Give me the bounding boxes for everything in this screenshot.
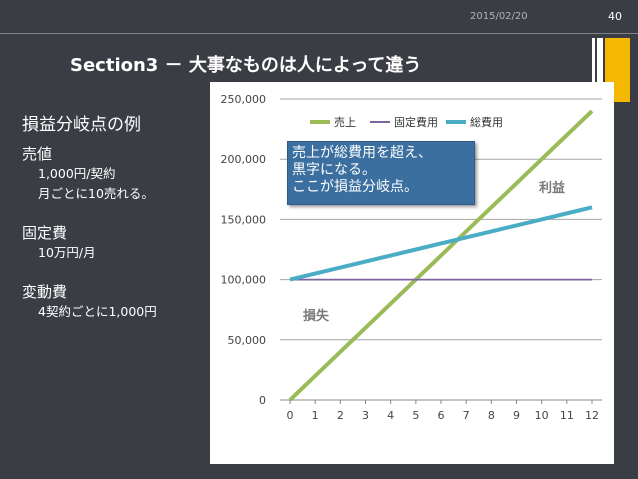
- x-tick-label: 7: [463, 409, 470, 422]
- x-tick-label: 11: [560, 409, 574, 422]
- detail-fixed-cost: 10万円/月: [38, 245, 96, 260]
- detail-variable-cost: 4契約ごとに1,000円: [38, 304, 157, 319]
- section-label-variable: 変動費: [22, 283, 68, 301]
- x-tick-label: 9: [513, 409, 520, 422]
- section-label-fixed: 固定費: [22, 224, 68, 242]
- detail-price-unit: 1,000円/契約: [38, 166, 116, 181]
- slide-title: Section3 － 大事なものは人によって違う: [70, 55, 422, 76]
- callout-line-2: 黒字になる。: [292, 162, 376, 178]
- loss-label: 損失: [303, 309, 330, 324]
- decor-bar-1: [592, 38, 595, 102]
- chart-panel: 0 50,000 100,000 150,000 200,000 250,000 0 1 2 3 4…: [210, 82, 614, 464]
- y-tick-label: 200,000: [221, 153, 267, 166]
- x-tick-label: 4: [387, 409, 394, 422]
- x-tick-label: 6: [438, 409, 445, 422]
- y-tick-label: 50,000: [228, 334, 267, 347]
- profit-label: 利益: [539, 181, 566, 196]
- slide-page-number: 40: [608, 10, 622, 23]
- x-tick-label: 12: [585, 409, 599, 422]
- series-line: [289, 205, 593, 282]
- break-even-callout: 売上が総費用を超え、 黒字になる。 ここが損益分岐点。: [287, 141, 475, 205]
- legend-label: 総費用: [470, 115, 503, 129]
- y-tick-label: 250,000: [221, 93, 267, 106]
- callout-line-1: 売上が総費用を超え、: [292, 145, 432, 161]
- x-tick-label: 1: [312, 409, 319, 422]
- y-tick-label: 100,000: [221, 274, 267, 287]
- decor-bar-2: [597, 38, 603, 102]
- x-tick-label: 2: [337, 409, 344, 422]
- x-tick-label: 10: [535, 409, 549, 422]
- callout-line-3: ここが損益分岐点。: [292, 179, 418, 195]
- x-tick-label: 8: [488, 409, 495, 422]
- x-tick-label: 0: [287, 409, 294, 422]
- x-tick-label: 3: [362, 409, 369, 422]
- series-line: [288, 109, 594, 402]
- legend-label: 売上: [334, 116, 356, 129]
- sidebar-heading: 損益分岐点の例: [22, 115, 141, 135]
- legend-label: 固定費用: [394, 115, 438, 129]
- y-tick-label: 150,000: [221, 213, 267, 226]
- section-label-price: 売値: [22, 145, 53, 163]
- x-tick-label: 5: [412, 409, 419, 422]
- sidebar-text: 損益分岐点の例 売値 1,000円/契約 月ごとに10売れる。 固定費 10万円…: [22, 110, 212, 322]
- header-divider: [0, 33, 638, 34]
- detail-price-volume: 月ごとに10売れる。: [38, 186, 154, 201]
- slide-date: 2015/02/20: [470, 11, 528, 22]
- y-tick-label: 0: [259, 394, 266, 407]
